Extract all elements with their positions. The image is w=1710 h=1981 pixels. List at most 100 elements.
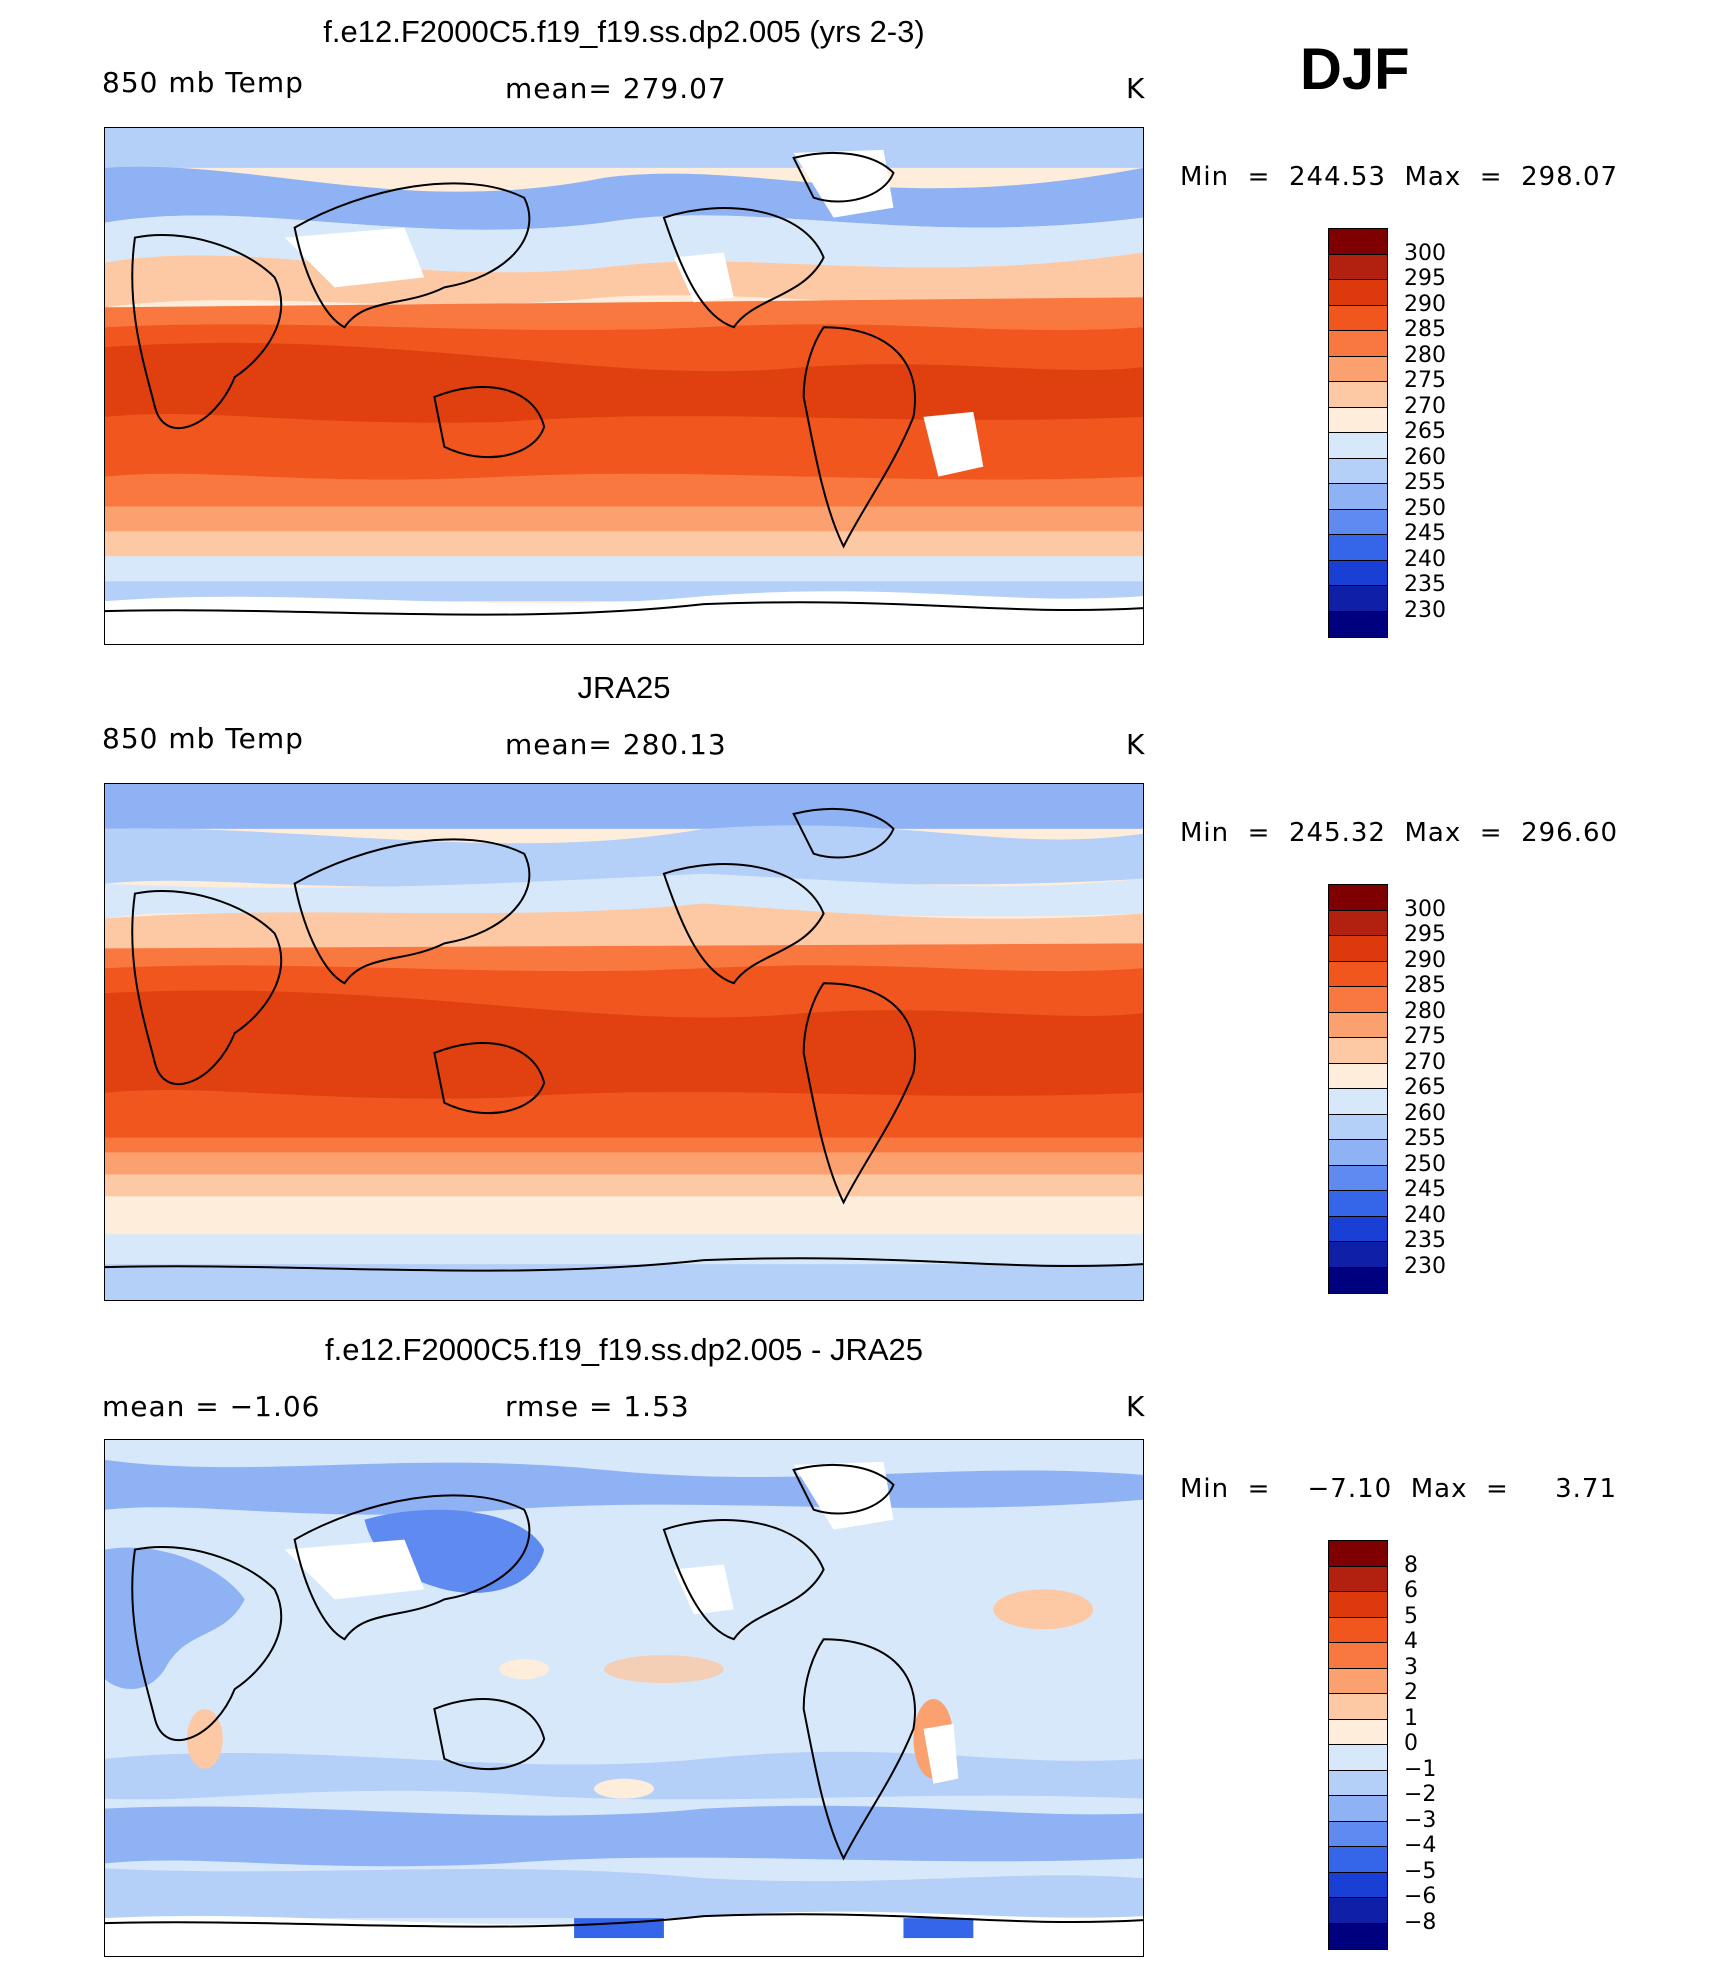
colorbar-swatch (1329, 961, 1387, 987)
colorbar-tick-label: 275 (1404, 368, 1446, 393)
colorbar-tick-label: 260 (1404, 1100, 1446, 1126)
colorbar-swatch (1329, 1114, 1387, 1140)
colorbar-swatch (1329, 535, 1387, 561)
colorbar-swatch (1329, 1668, 1387, 1694)
colorbar-tick-label: −3 (1404, 1807, 1437, 1833)
panel-2-minmax: Min = 245.32 Max = 296.60 (1180, 818, 1619, 848)
colorbar-tick-label: 245 (1404, 521, 1446, 546)
colorbar-swatch (1329, 560, 1387, 586)
colorbar-swatch (1329, 1012, 1387, 1038)
panel-3-minmax: Min = −7.10 Max = 3.71 (1180, 1474, 1617, 1504)
colorbar-tick-label: −6 (1404, 1884, 1437, 1909)
panel-3-title: f.e12.F2000C5.f19_f19.ss.dp2.005 - JRA25 (324, 1332, 923, 1367)
colorbar-tick-label: 245 (1404, 1177, 1446, 1202)
colorbar-tick-label: 290 (1404, 291, 1446, 317)
panel-1-title: f.e12.F2000C5.f19_f19.ss.dp2.005 (yrs 2-… (323, 14, 925, 49)
colorbar-swatch (1329, 382, 1387, 408)
colorbar-swatch (1329, 885, 1387, 911)
colorbar-swatch (1329, 229, 1387, 255)
colorbar-swatch (1329, 1592, 1387, 1618)
panel-1-temperature-field (105, 128, 1143, 644)
colorbar-tick-label: 1 (1404, 1705, 1418, 1731)
panel-3-rmse-label: rmse = 1.53 (505, 1390, 690, 1423)
colorbar-swatch (1329, 1191, 1387, 1217)
panel-3-colorbar (1328, 1540, 1388, 1950)
panel-1-minmax: Min = 244.53 Max = 298.07 (1180, 162, 1619, 192)
colorbar-swatch (1329, 484, 1387, 510)
colorbar-swatch (1329, 254, 1387, 280)
colorbar-tick-label: 240 (1404, 546, 1446, 572)
colorbar-tick-label: 3 (1404, 1654, 1418, 1680)
colorbar-swatch (1329, 1089, 1387, 1115)
colorbar-tick-label: −1 (1404, 1756, 1437, 1782)
panel-2-map (104, 783, 1144, 1301)
panel-1-mean-label: mean= 279.07 (505, 72, 727, 105)
panel-1-variable-label: 850 mb Temp (102, 66, 304, 99)
panel-2-colorbar (1328, 884, 1388, 1294)
colorbar-tick-label: 0 (1404, 1731, 1418, 1756)
colorbar-swatch (1329, 1541, 1387, 1567)
colorbar-tick-label: 8 (1404, 1552, 1418, 1578)
colorbar-swatch (1329, 1821, 1387, 1847)
panel-3-map (104, 1439, 1144, 1957)
colorbar-tick-label: 250 (1404, 495, 1446, 521)
colorbar-swatch (1329, 1566, 1387, 1592)
panel-2-units-label: K (1126, 728, 1146, 761)
colorbar-swatch (1329, 1267, 1387, 1293)
colorbar-swatch (1329, 1745, 1387, 1771)
colorbar-swatch (1329, 1796, 1387, 1822)
colorbar-swatch (1329, 1847, 1387, 1873)
colorbar-swatch (1329, 910, 1387, 936)
panel-2-variable-label: 850 mb Temp (102, 722, 304, 755)
colorbar-swatch (1329, 1872, 1387, 1898)
colorbar-tick-label: −8 (1404, 1909, 1437, 1935)
colorbar-tick-label: 285 (1404, 973, 1446, 998)
colorbar-swatch (1329, 1617, 1387, 1643)
colorbar-tick-label: 230 (1404, 597, 1446, 623)
panel-2-mean-label: mean= 280.13 (505, 728, 727, 761)
panel-3-mean-label: mean = −1.06 (102, 1390, 321, 1423)
colorbar-swatch (1329, 458, 1387, 484)
colorbar-tick-label: 5 (1404, 1603, 1418, 1629)
colorbar-tick-label: 280 (1404, 998, 1446, 1024)
colorbar-tick-label: 300 (1404, 896, 1446, 922)
colorbar-swatch (1329, 280, 1387, 306)
colorbar-tick-label: 265 (1404, 419, 1446, 444)
colorbar-tick-label: 235 (1404, 572, 1446, 597)
colorbar-tick-label: 285 (1404, 317, 1446, 342)
colorbar-tick-label: −4 (1404, 1833, 1437, 1858)
panel-2-title: JRA25 (577, 670, 671, 705)
panel-1-colorbar (1328, 228, 1388, 638)
colorbar-swatch (1329, 1063, 1387, 1089)
colorbar-tick-label: 270 (1404, 1049, 1446, 1075)
colorbar-swatch (1329, 331, 1387, 357)
colorbar-tick-label: 265 (1404, 1075, 1446, 1100)
colorbar-swatch (1329, 1770, 1387, 1796)
colorbar-swatch (1329, 1165, 1387, 1191)
colorbar-tick-label: 290 (1404, 947, 1446, 973)
colorbar-swatch (1329, 1216, 1387, 1242)
colorbar-tick-label: 295 (1404, 922, 1446, 947)
colorbar-tick-label: 235 (1404, 1228, 1446, 1253)
colorbar-tick-label: 6 (1404, 1578, 1418, 1603)
colorbar-tick-label: 280 (1404, 342, 1446, 368)
colorbar-tick-label: 240 (1404, 1202, 1446, 1228)
panel-2-temperature-field (105, 784, 1143, 1300)
colorbar-swatch (1329, 611, 1387, 637)
colorbar-swatch (1329, 987, 1387, 1013)
colorbar-swatch (1329, 586, 1387, 612)
colorbar-swatch (1329, 356, 1387, 382)
colorbar-swatch (1329, 433, 1387, 459)
panel-1-units-label: K (1126, 72, 1146, 105)
colorbar-swatch (1329, 509, 1387, 535)
colorbar-tick-label: 230 (1404, 1253, 1446, 1279)
colorbar-tick-label: 295 (1404, 266, 1446, 291)
colorbar-swatch (1329, 305, 1387, 331)
colorbar-tick-label: 300 (1404, 240, 1446, 266)
colorbar-swatch (1329, 407, 1387, 433)
colorbar-swatch (1329, 1694, 1387, 1720)
colorbar-swatch (1329, 1898, 1387, 1924)
colorbar-tick-label: 2 (1404, 1680, 1418, 1705)
colorbar-tick-label: 250 (1404, 1151, 1446, 1177)
colorbar-tick-label: −2 (1404, 1782, 1437, 1807)
